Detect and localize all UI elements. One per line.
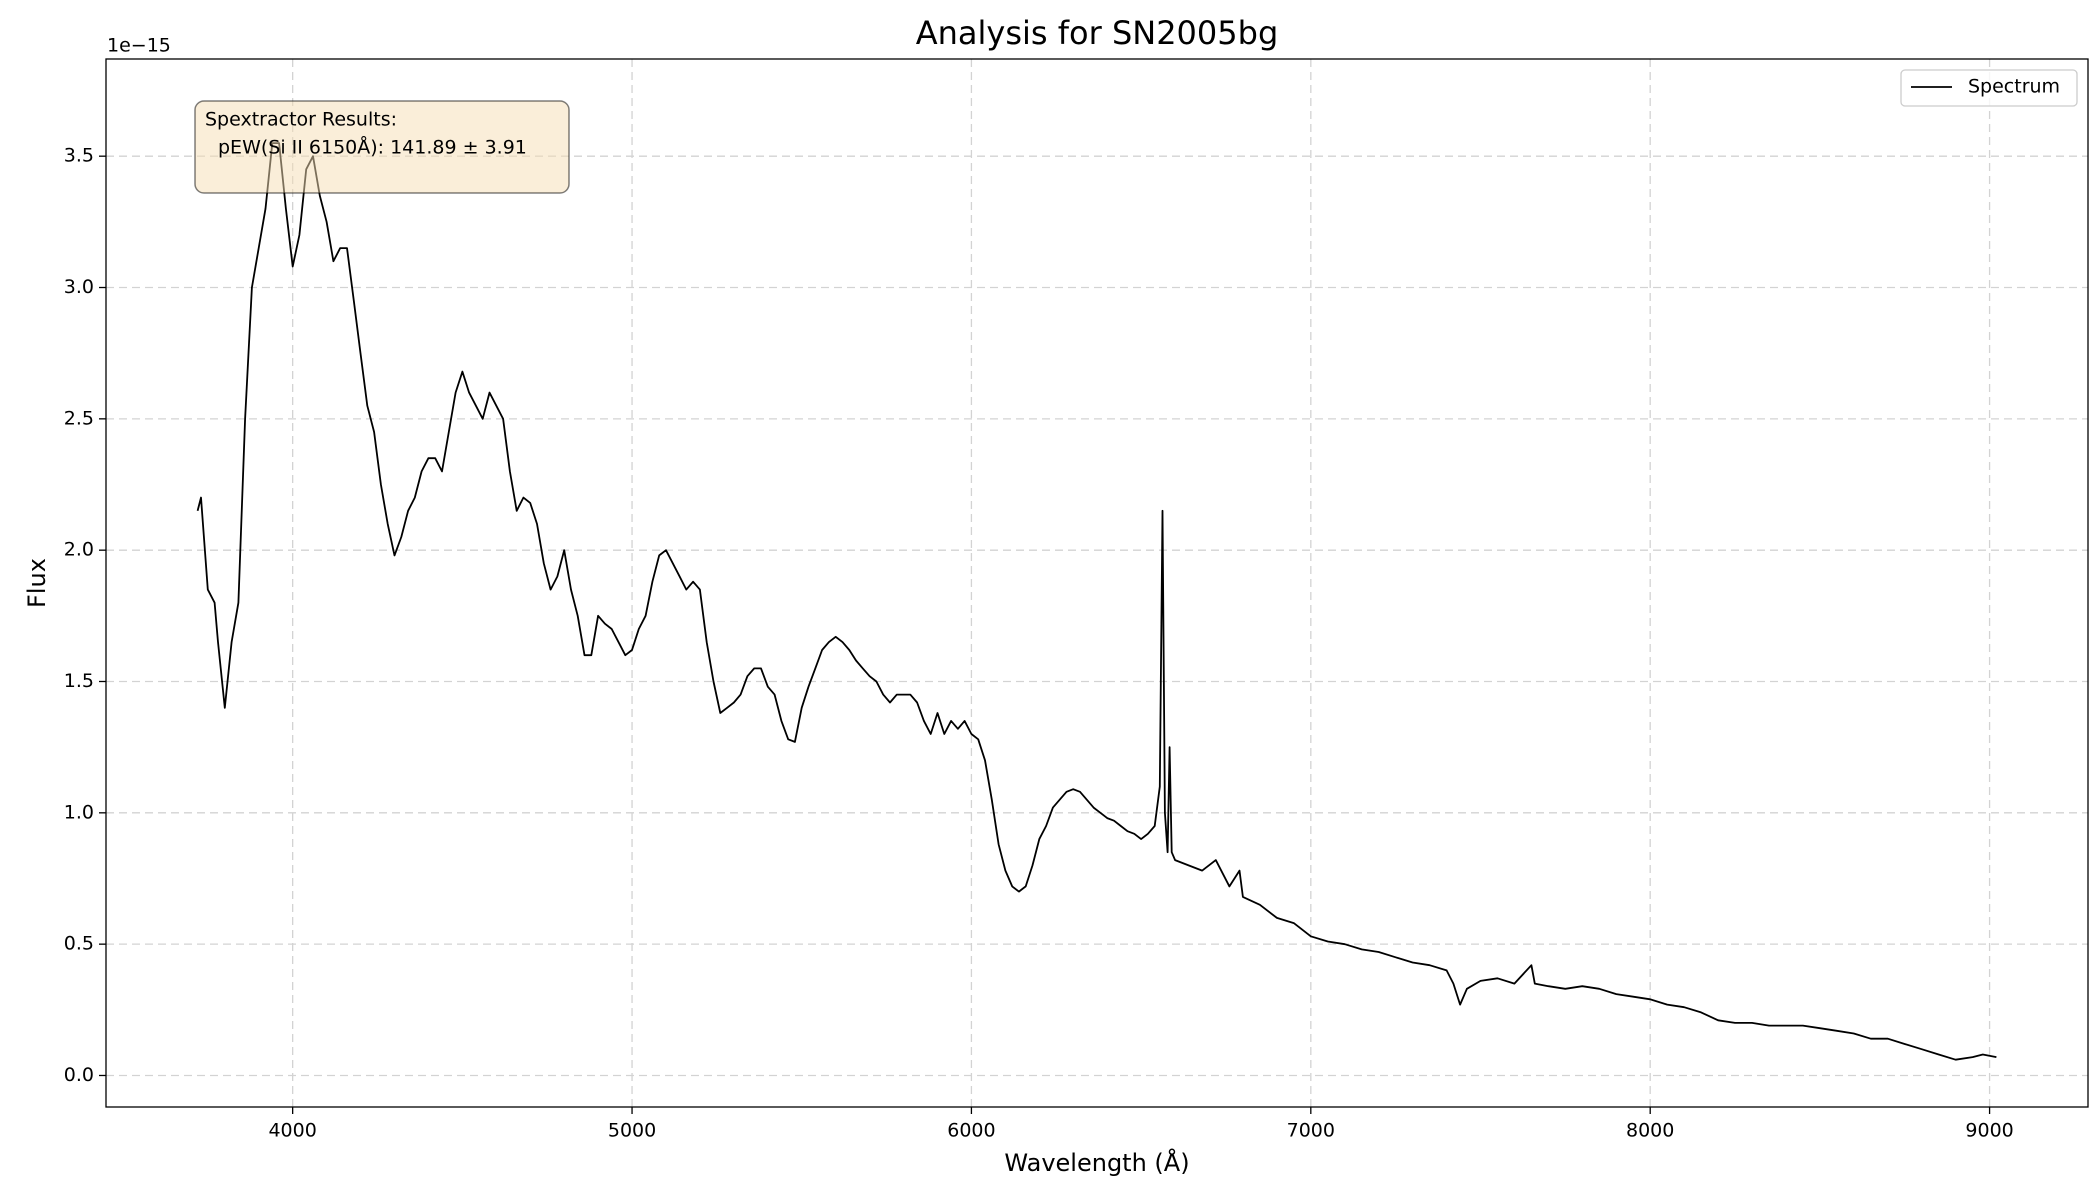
x-tick-label: 4000 [268, 1120, 316, 1142]
legend-box [1900, 69, 2078, 107]
y-tick-label: 0.0 [64, 1064, 94, 1086]
x-tick-label: 9000 [1965, 1120, 2013, 1142]
legend-label: Spectrum [1968, 76, 2060, 98]
x-tick-label: 6000 [947, 1120, 995, 1142]
x-tick-label: 7000 [1287, 1120, 1335, 1142]
annotation-text: pEW(Si II 6150Å): 141.89 ± 3.91 [218, 136, 527, 159]
chart-title: Analysis for SN2005bg [916, 14, 1279, 52]
spectrum-line [196, 142, 1997, 1061]
y-tick-label: 2.0 [64, 539, 94, 561]
annotation-text: Spextractor Results: [205, 109, 397, 131]
y-offset-label: 1e−15 [107, 35, 171, 57]
y-tick-label: 2.5 [64, 407, 94, 429]
y-axis-label: Flux [23, 558, 51, 608]
y-tick-label: 3.0 [64, 276, 94, 298]
x-axis-label: Wavelength (Å) [1004, 1148, 1189, 1177]
x-tick-label: 5000 [608, 1120, 656, 1142]
y-tick-label: 3.5 [64, 145, 94, 167]
annotation-box [194, 100, 570, 194]
legend: Spectrum [1900, 69, 2078, 107]
plot-frame [105, 58, 2089, 1108]
y-tick-label: 1.5 [64, 670, 94, 692]
x-tick-label: 8000 [1626, 1120, 1674, 1142]
y-tick-label: 0.5 [64, 933, 94, 955]
y-tick-label: 1.0 [64, 801, 94, 823]
